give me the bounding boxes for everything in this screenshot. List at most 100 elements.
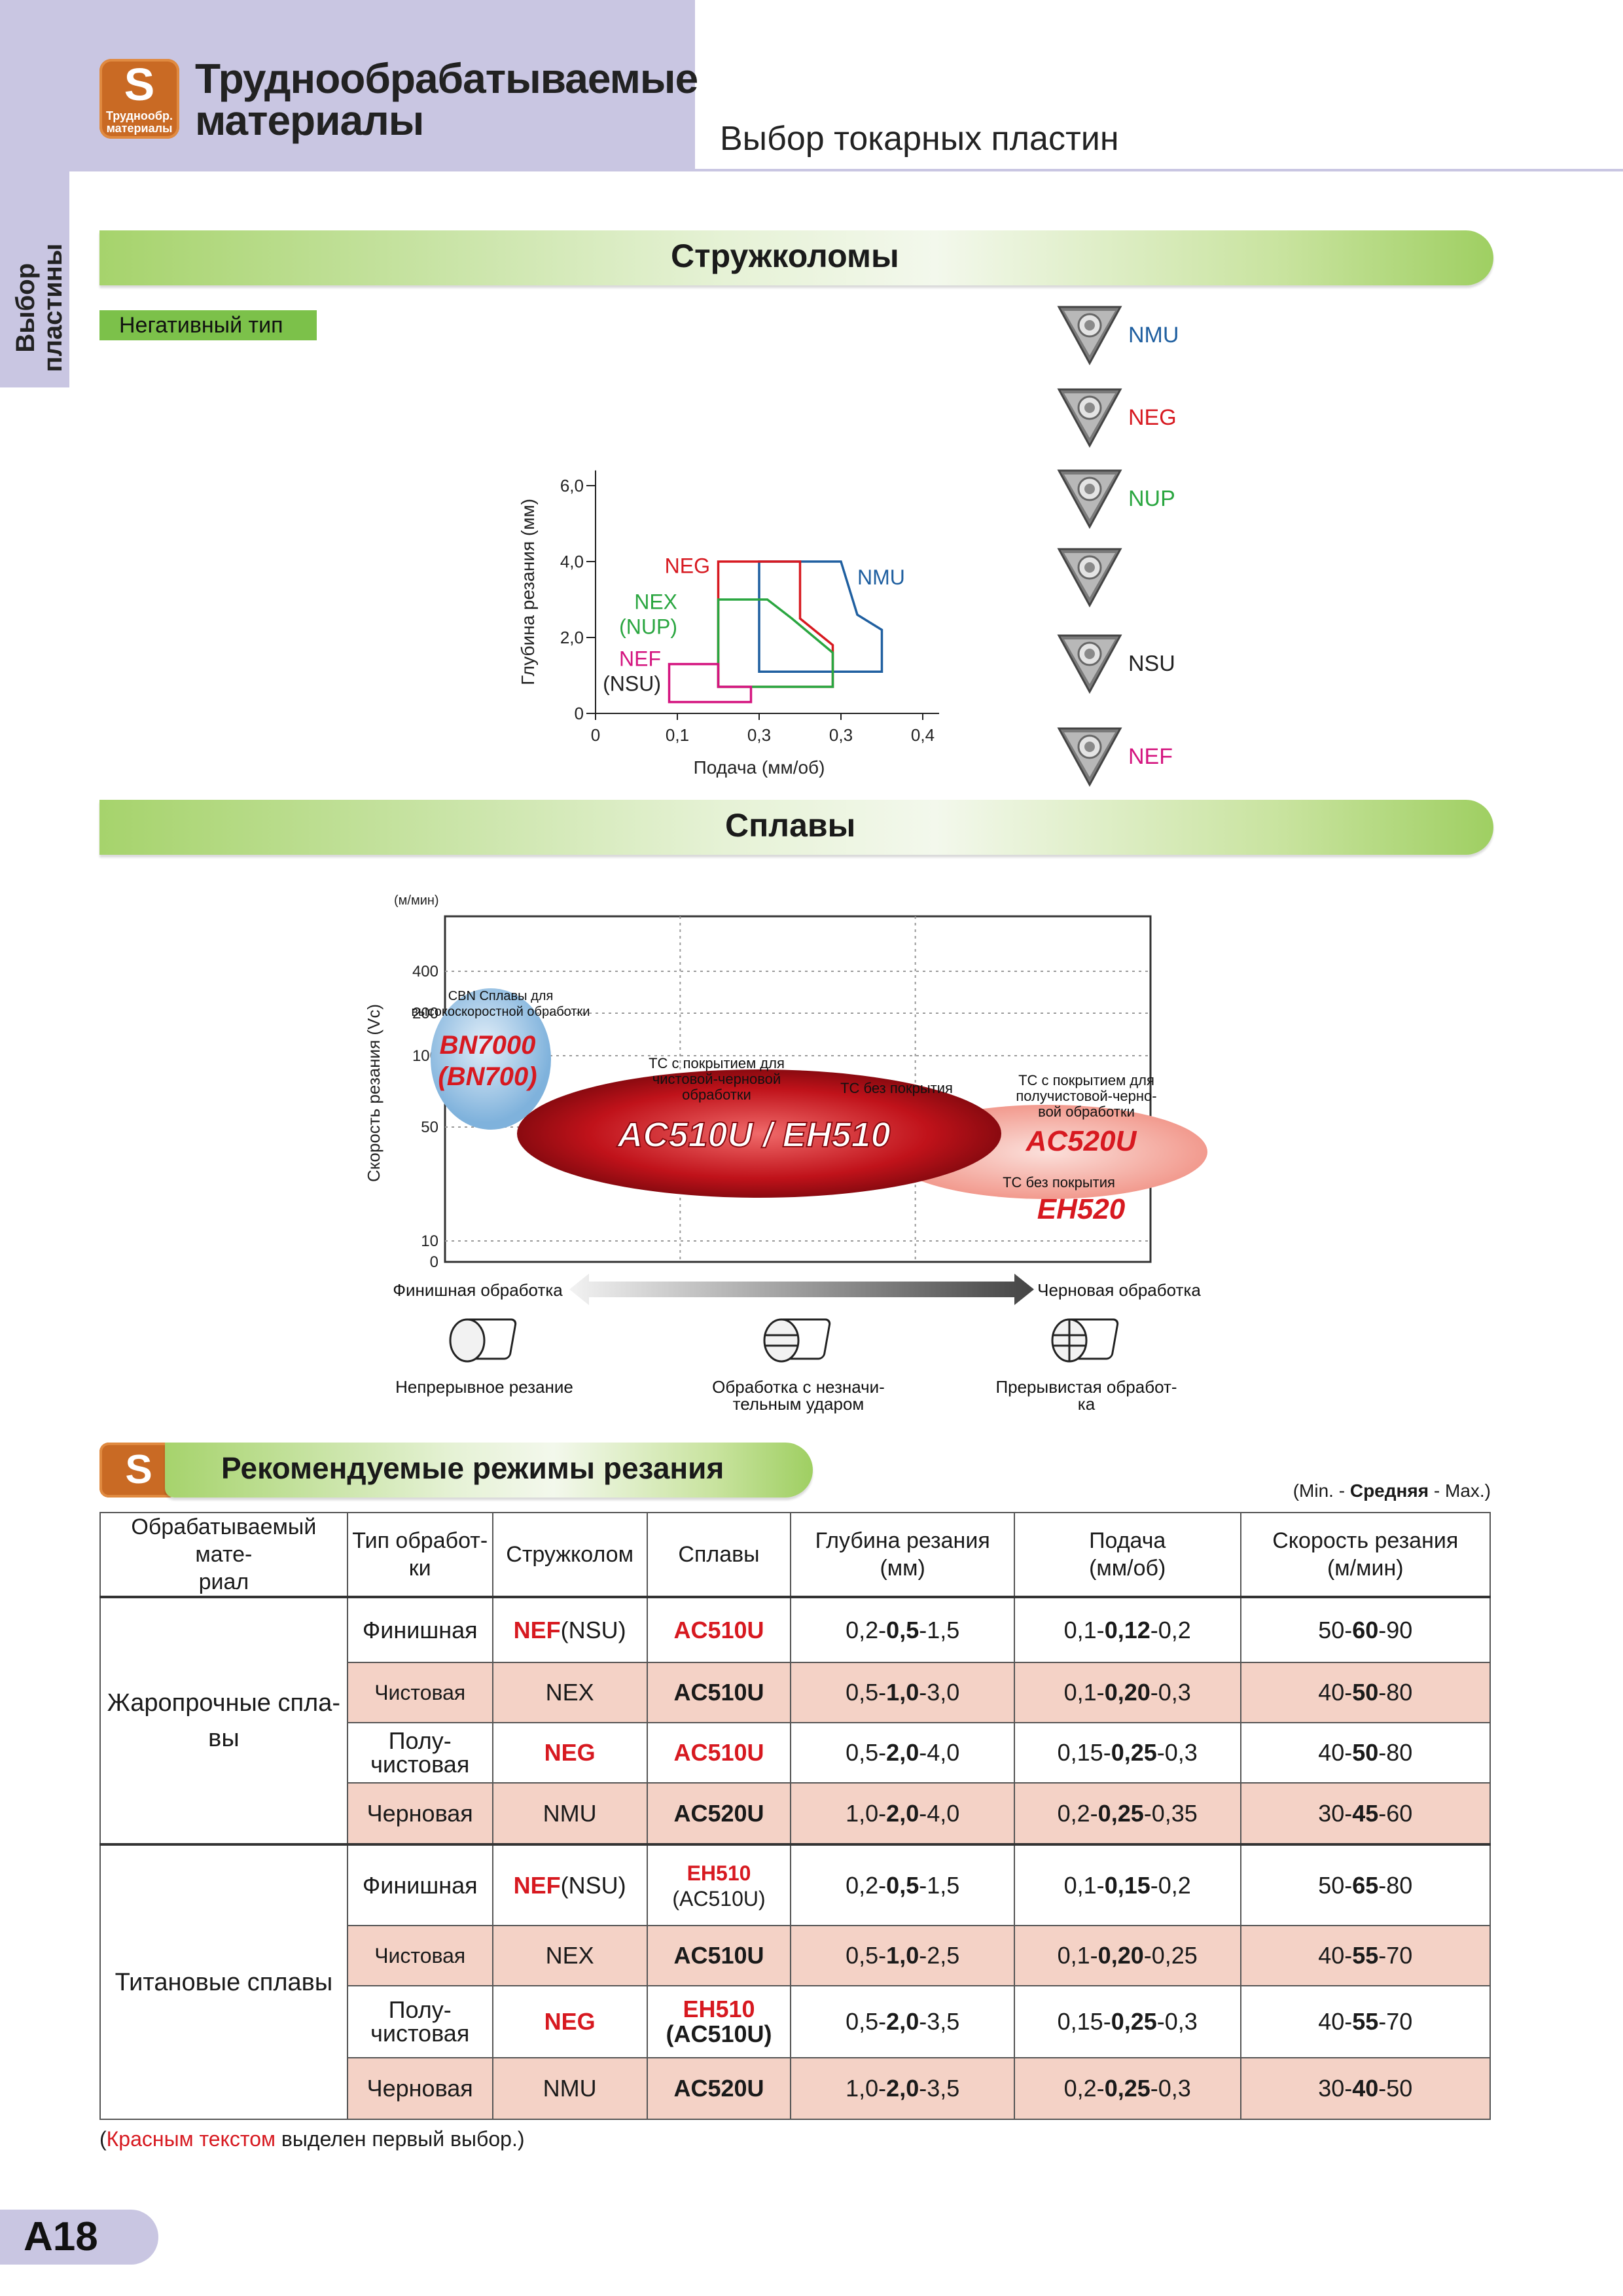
min-value: 0,1- [1057, 1942, 1098, 1969]
cutting-conditions-table: Обрабатываемый мате-риал Тип обработ-ки Ст… [99, 1512, 1491, 2120]
insert-label: NSU [1128, 651, 1175, 676]
cut-case-label: Непрерывное резание [395, 1377, 573, 1397]
region-caption: CBN Сплавы для [448, 989, 554, 1003]
alloy-grade: AC520U [673, 1799, 764, 1827]
cut-case-label: Прерывистая обработ- [995, 1377, 1177, 1397]
feed-cell: 0,1-0,20-0,3 [1013, 1662, 1241, 1723]
material-cell: Титановые сплавы [99, 1843, 348, 2120]
min-value: 0,5- [846, 1679, 887, 1706]
speed-cell: 50-65-80 [1240, 1843, 1491, 1926]
min-value: 50- [1318, 1616, 1353, 1643]
max-value: -90 [1378, 1616, 1413, 1643]
y-tick-label: 4,0 [560, 552, 584, 571]
min-value: 0,1- [1063, 1616, 1105, 1643]
x-left-label: Финишная обработка [393, 1280, 563, 1300]
side-tab [0, 171, 69, 387]
avg-value: 40 [1352, 2075, 1379, 2102]
min-value: 1,0- [846, 2075, 887, 2102]
alloy-cell: AC510U [646, 1925, 792, 1986]
region-caption: высокоскоростной обработки [412, 1005, 590, 1019]
triangle-insert-nsu-icon [1057, 634, 1122, 694]
chipbreaker-alt: NMU [543, 2075, 597, 2102]
insert-legend-item: NEF [1054, 719, 1263, 791]
chipbreaker-cell: NEF(NSU) [491, 1843, 648, 1926]
region-caption: чистовой-черновой [652, 1071, 781, 1087]
feed-cell: 0,1-0,20-0,25 [1013, 1925, 1241, 1986]
side-tab-label: Выбор пластины [11, 243, 67, 372]
max-value: -0,2 [1150, 1871, 1191, 1899]
material-line1: Жаропрочные спла- [107, 1689, 341, 1717]
min-value: 0,1- [1063, 1871, 1105, 1899]
column-header-line1: Глубина резания [815, 1528, 990, 1553]
alloy-cell: AC520U [646, 1782, 792, 1845]
avg-value: 0,15 [1104, 1871, 1150, 1899]
header-rule [695, 169, 1623, 171]
cutting-band [165, 1443, 813, 1498]
feed-cell: 0,2-0,25-0,35 [1013, 1782, 1241, 1845]
operation-label: Чистовая [374, 1681, 466, 1704]
insert-label: NUP [1128, 486, 1175, 511]
insert-legend-item [1054, 540, 1263, 612]
series-outline-nex [717, 598, 834, 689]
feed-cell: 0,1-0,12-0,2 [1013, 1596, 1241, 1663]
y-unit: (м/мин) [394, 893, 439, 908]
min-value: 0,5- [846, 1942, 887, 1969]
max-value: -0,3 [1150, 1679, 1191, 1706]
triangle-insert-nmu-icon [1057, 306, 1122, 366]
column-header-line2: (м/мин) [1327, 1556, 1404, 1581]
operation-cell: Полу-чистовая [346, 1722, 493, 1784]
triangle-insert-icon [1057, 548, 1122, 608]
column-header: Тип обработ-ки [346, 1512, 493, 1598]
operation-label-line2: чистовая [370, 2020, 470, 2047]
operation-label: Полу- [388, 1727, 452, 1754]
logo-letter: S [124, 59, 155, 110]
avg-value: 0,20 [1104, 1679, 1150, 1706]
chipbreakers-title: Стружколомы [671, 238, 899, 274]
column-header-line2: ки [408, 1556, 431, 1581]
max-value: -3,5 [919, 2008, 960, 2035]
avg-value: 0,25 [1104, 2075, 1150, 2102]
table-row: Черновая NMU AC520U 1,0-2,0-4,0 0,2-0,25-0,3… [100, 1782, 1491, 1845]
x-tick-label: 0,3 [747, 725, 771, 745]
y-tick-label: 0 [575, 704, 584, 723]
column-header-line1: Стружколом [506, 1542, 633, 1567]
region-caption: вой обработки [1038, 1103, 1135, 1120]
region-caption: ТС с покрытием для [649, 1055, 785, 1071]
chipbreaker-first-choice: NEF [513, 1616, 561, 1643]
alloy-cell: EH510 (AC510U) [646, 1843, 792, 1926]
alloy-grade: AC510U [673, 1616, 764, 1643]
column-header: Скорость резания (м/мин) [1240, 1512, 1491, 1598]
insert-label: NMU [1128, 323, 1179, 348]
min-value: 0,2- [846, 1871, 887, 1899]
min-value: 0,2- [846, 1616, 887, 1643]
page-subtitle: Выбор токарных пластин [720, 120, 1119, 158]
column-header-line1: Обрабатываемый мате- [131, 1515, 317, 1567]
page-title-line1: Труднообрабатываемые [195, 55, 698, 102]
chipbreaker-cell: NMU [491, 2057, 648, 2120]
avg-value: 0,5 [886, 1871, 919, 1899]
y-tick-label: 6,0 [560, 476, 584, 495]
min-value: 0,2- [1063, 2075, 1105, 2102]
note-post: - Max.) [1429, 1480, 1491, 1501]
triangle-insert-neg-icon [1057, 388, 1122, 448]
side-tab-line2: пластины [39, 243, 67, 372]
max-value: -0,3 [1156, 1739, 1198, 1766]
depth-cell: 0,2-0,5-1,5 [790, 1843, 1015, 1926]
avg-value: 60 [1352, 1616, 1379, 1643]
depth-cell: 1,0-2,0-3,5 [790, 2057, 1015, 2120]
min-value: 30- [1318, 2075, 1353, 2102]
y-tick-label: 200 [412, 1005, 438, 1022]
max-value: -70 [1378, 2008, 1413, 2035]
y-tick-label: 400 [412, 963, 438, 980]
speed-cell: 30-40-50 [1240, 2057, 1491, 2120]
feed-cell: 0,15-0,25-0,3 [1013, 1985, 1241, 2058]
table-row: Жаропрочные спла-вы Финишная NEF(NSU) AC510… [99, 1596, 1491, 1845]
depth-cell: 0,5-2,0-4,0 [790, 1722, 1015, 1784]
series-outline-nef [668, 662, 753, 704]
table-row: Чистовая NEX AC510U 0,5-1,0-2,5 0,1-0,20-0,2… [100, 1925, 1491, 1986]
feed-cell: 0,15-0,25-0,3 [1013, 1722, 1241, 1784]
series-label-secondary: (NSU) [603, 672, 661, 696]
page-number: A18 [0, 2210, 158, 2265]
alloy-cell: AC510U [646, 1596, 792, 1663]
